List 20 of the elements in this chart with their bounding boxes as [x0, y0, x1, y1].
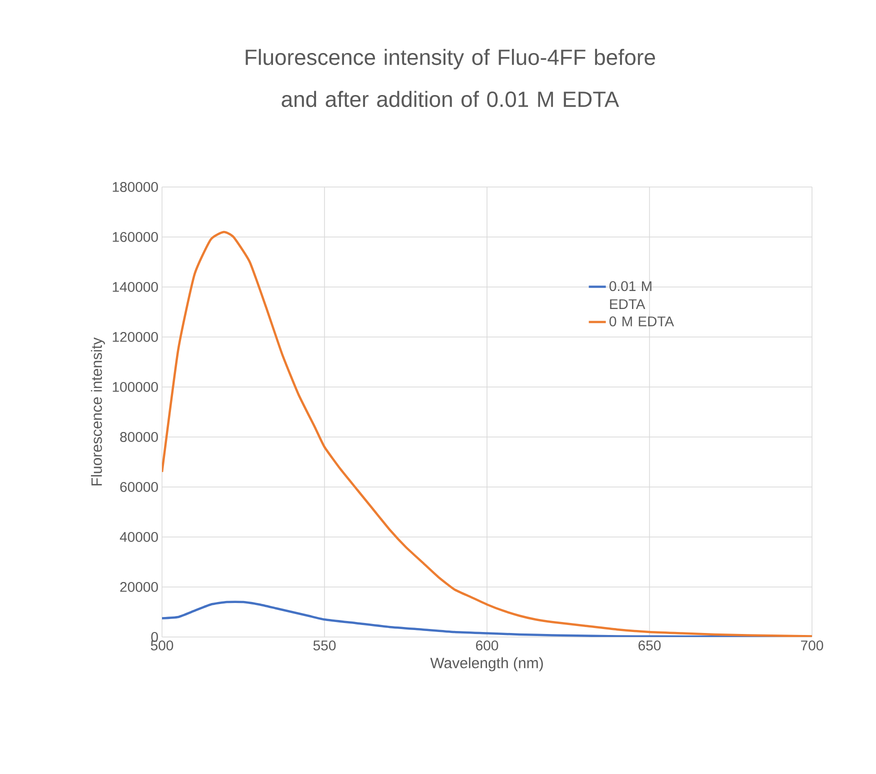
- x-tick-label: 500: [150, 640, 174, 650]
- x-tick-label: 700: [801, 640, 824, 650]
- chart-title: Fluorescence intensity of Fluo-4FF before and after addition of 0.01 M EDTA: [246, 48, 656, 108]
- y-tick-label: 60000: [120, 482, 158, 492]
- y-tick-label: 40000: [120, 532, 158, 542]
- y-tick-label: 180000: [112, 182, 158, 192]
- y-tick-label: 80000: [120, 432, 158, 442]
- line-series: [162, 230, 812, 637]
- x-tick-label: 600: [476, 640, 498, 650]
- y-axis-title: Fluorescence intensity: [90, 337, 105, 486]
- y-tick-label: 120000: [112, 332, 158, 342]
- y-tick-label: 20000: [120, 582, 158, 592]
- y-tick-label: 140000: [112, 282, 158, 292]
- x-tick-label: 650: [638, 640, 661, 650]
- x-axis-title: Wavelength (nm): [430, 657, 543, 672]
- x-tick-label: 550: [313, 640, 336, 650]
- y-tick-label: 100000: [112, 382, 158, 392]
- legend-label: 0.01 M EDTA: [609, 281, 652, 309]
- legend-label: 0 M EDTA: [609, 316, 674, 326]
- y-tick-label: 160000: [112, 232, 158, 242]
